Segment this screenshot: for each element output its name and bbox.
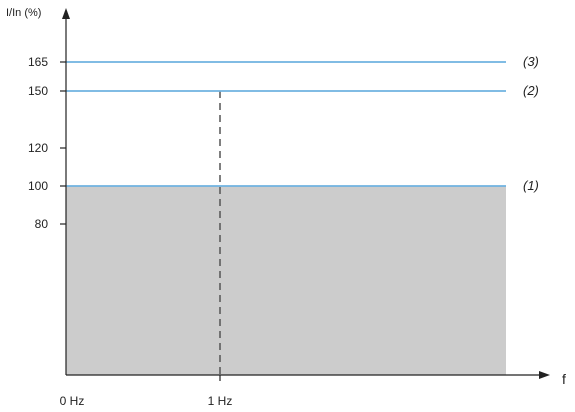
y-tick-label-80: 80 bbox=[35, 217, 49, 231]
shaded-region bbox=[66, 186, 506, 375]
y-tick-label-150: 150 bbox=[28, 84, 48, 98]
series-label-1: (1) bbox=[523, 178, 539, 193]
y-tick-label-165: 165 bbox=[28, 55, 48, 69]
series-label-2: (2) bbox=[523, 83, 539, 98]
y-tick-label-120: 120 bbox=[28, 141, 48, 155]
x-tick-label-1: 1 Hz bbox=[208, 394, 233, 408]
x-axis-title: f bbox=[562, 371, 566, 387]
x-axis-arrow bbox=[539, 371, 550, 379]
y-axis-arrow bbox=[62, 8, 70, 19]
y-axis-title: I/In (%) bbox=[6, 7, 41, 19]
series-label-3: (3) bbox=[523, 54, 539, 69]
y-tick-label-100: 100 bbox=[28, 179, 48, 193]
x-tick-label-0: 0 Hz bbox=[60, 394, 85, 408]
